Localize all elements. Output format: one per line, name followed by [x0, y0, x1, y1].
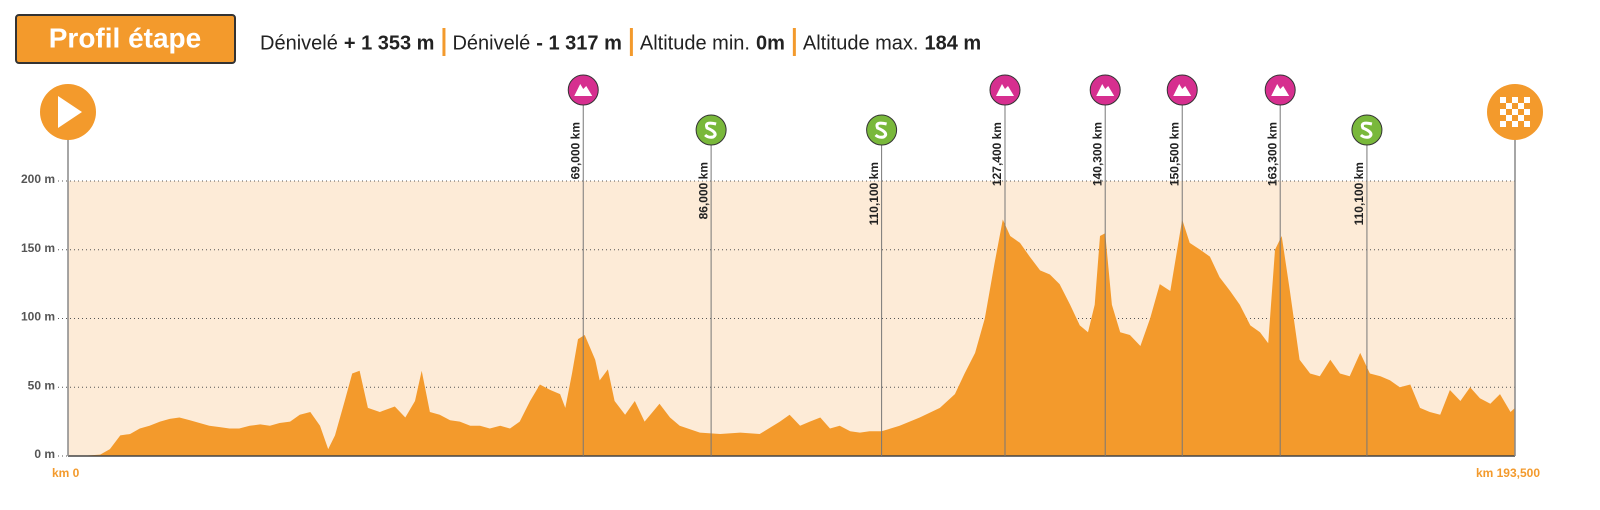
marker-label: 140,300 km: [1090, 122, 1104, 186]
separator: [442, 28, 446, 56]
climb-mountain: [574, 84, 593, 96]
finish-check: [1524, 109, 1530, 115]
elevation-area: [68, 219, 1515, 456]
finish-check: [1500, 97, 1506, 103]
climb-mountain: [1173, 84, 1192, 96]
sprint-s: [1359, 121, 1373, 139]
finish-check: [1506, 103, 1512, 109]
marker-label: 110,100 km: [867, 162, 881, 225]
y-tick-label: 50 m: [28, 378, 55, 392]
stat-value: 184 m: [924, 32, 981, 54]
stat-value: 0m: [756, 32, 785, 54]
finish-check: [1506, 115, 1512, 121]
finish-check: [1500, 109, 1506, 115]
x-tick-label: km 0: [52, 466, 80, 480]
finish-check: [1524, 97, 1530, 103]
y-tick-label: 0 m: [34, 447, 55, 461]
separator: [792, 28, 796, 56]
marker-label: 163,300 km: [1265, 122, 1279, 186]
y-tick-label: 200 m: [21, 172, 55, 186]
finish-check: [1512, 97, 1518, 103]
climb-mountain: [1096, 84, 1115, 96]
climb-mountain: [995, 84, 1014, 96]
finish-check: [1518, 103, 1524, 109]
stat-label: Dénivelé: [260, 32, 338, 54]
finish-check: [1524, 121, 1530, 127]
climb-mountain: [1271, 84, 1290, 96]
marker-label: 69,000 km: [568, 122, 582, 179]
plot: 0 m 50 m 100 m 150 m 200 m km 0 km 193,500 69,0…: [21, 74, 1543, 480]
sprint-s: [874, 121, 888, 139]
stat-label: Dénivelé: [452, 32, 530, 54]
marker-label: 150,500 km: [1167, 122, 1181, 186]
marker-label: 86,000 km: [696, 162, 710, 219]
stat-value: - 1 317 m: [536, 32, 622, 54]
stat-label: Altitude max.: [803, 32, 919, 54]
stat-label: Altitude min.: [640, 32, 750, 54]
y-tick-label: 150 m: [21, 241, 55, 255]
start-arrow: [58, 96, 82, 128]
finish-check: [1518, 115, 1524, 121]
marker-label: 127,400 km: [990, 122, 1004, 186]
stats: Dénivelé + 1 353 m Dénivelé - 1 317 m Altitu…: [260, 28, 981, 56]
stat-value: + 1 353 m: [344, 32, 435, 54]
title-box: [15, 14, 236, 64]
separator: [629, 28, 633, 56]
title: Profil étape: [49, 22, 201, 53]
finish-check: [1512, 121, 1518, 127]
x-tick-label: km 193,500: [1476, 466, 1540, 480]
sprint-s: [704, 121, 717, 139]
finish-check: [1500, 121, 1506, 127]
y-tick-label: 100 m: [21, 310, 55, 324]
marker-label: 110,100 km: [1352, 162, 1366, 225]
finish-check: [1512, 109, 1518, 115]
